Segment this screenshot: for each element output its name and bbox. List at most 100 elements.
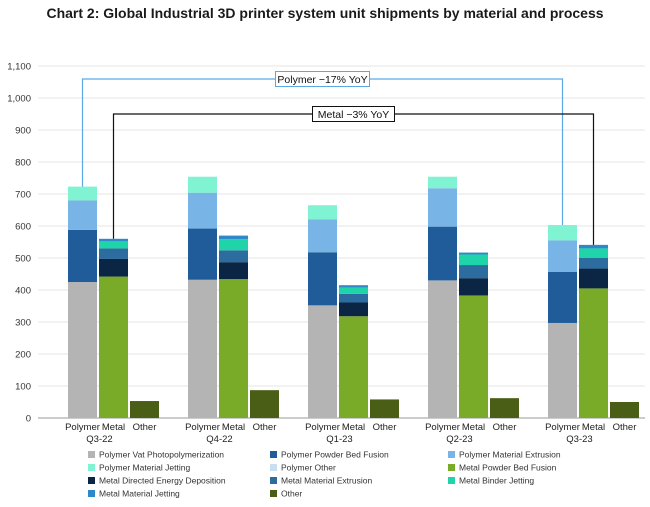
bar-label: Other	[133, 422, 157, 433]
bar-segment	[250, 390, 279, 418]
bar-label: Metal	[582, 422, 605, 433]
legend-label: Metal Powder Bed Fusion	[459, 463, 557, 473]
quarter-group	[68, 186, 159, 418]
bar-segment	[308, 219, 337, 253]
bar-segment	[339, 293, 368, 303]
bar-segment	[99, 276, 128, 418]
bar-segment	[339, 287, 368, 294]
y-tick-label: 100	[15, 382, 31, 393]
annotation-label: Metal −3% YoY	[318, 109, 390, 121]
bar-segment	[459, 252, 488, 255]
legend-item: Polymer Powder Bed Fusion	[270, 450, 389, 460]
bar-label: Polymer	[545, 422, 580, 433]
bar-segment	[339, 302, 368, 317]
bar-segment	[219, 262, 248, 280]
bar-segment	[219, 239, 248, 251]
bar-label: Polymer	[185, 422, 220, 433]
y-tick-label: 600	[15, 222, 31, 233]
legend-swatch	[88, 464, 95, 471]
y-tick-label: 0	[26, 414, 31, 425]
legend-item: Metal Binder Jetting	[448, 476, 534, 486]
bar-segment	[308, 305, 337, 418]
quarter-label: Q2-23	[446, 434, 472, 445]
quarter-label: Q1-23	[326, 434, 352, 445]
bar-label: Polymer	[425, 422, 460, 433]
y-tick-label: 800	[15, 158, 31, 169]
legend-item: Polymer Other	[270, 463, 336, 473]
bar-segment	[68, 229, 97, 282]
bar-segment	[219, 279, 248, 418]
bar-segment	[459, 278, 488, 296]
legend-item: Metal Directed Energy Deposition	[88, 476, 226, 486]
y-tick-label: 900	[15, 126, 31, 137]
y-tick-label: 700	[15, 190, 31, 201]
bar-segment	[68, 186, 97, 201]
bar-segment	[428, 280, 457, 418]
legend-swatch	[448, 477, 455, 484]
legend-label: Polymer Powder Bed Fusion	[281, 450, 389, 460]
bar-segment	[99, 248, 128, 259]
bar-segment	[130, 401, 159, 418]
legend-label: Polymer Other	[281, 463, 336, 473]
annotation-bracket	[81, 78, 564, 226]
legend-label: Polymer Material Jetting	[99, 463, 190, 473]
bar-label: Other	[613, 422, 637, 433]
legend-label: Metal Material Jetting	[99, 489, 180, 499]
legend-label: Polymer Material Extrusion	[459, 450, 561, 460]
bar-label: Polymer	[65, 422, 100, 433]
bar-segment	[68, 200, 97, 230]
legend-swatch	[88, 490, 95, 497]
bar-label: Other	[493, 422, 517, 433]
legend-item: Metal Powder Bed Fusion	[448, 463, 557, 473]
bar-segment	[308, 252, 337, 306]
y-tick-label: 500	[15, 254, 31, 265]
y-tick-label: 200	[15, 350, 31, 361]
bar-segment	[579, 288, 608, 418]
legend-item: Other	[270, 489, 302, 499]
legend-label: Metal Binder Jetting	[459, 476, 534, 486]
annotation-bracket	[112, 113, 595, 245]
bar-stacks	[68, 176, 639, 418]
bar-segment	[188, 192, 217, 229]
legend-swatch	[448, 464, 455, 471]
legend-item: Polymer Material Extrusion	[448, 450, 561, 460]
annotation-label: Polymer −17% YoY	[277, 74, 367, 86]
bar-label: Other	[373, 422, 397, 433]
bar-segment	[459, 254, 488, 266]
y-tick-label: 1,000	[7, 94, 31, 105]
legend-swatch	[270, 477, 277, 484]
legend-label: Polymer Vat Photopolymerization	[99, 450, 224, 460]
legend-swatch	[270, 464, 277, 471]
quarter-label: Q4-22	[206, 434, 232, 445]
quarter-group	[188, 176, 279, 418]
quarter-group	[428, 176, 519, 418]
bar-segment	[548, 225, 577, 241]
legend-label: Metal Directed Energy Deposition	[99, 476, 226, 486]
legend-label: Metal Material Extrusion	[281, 476, 372, 486]
bar-segment	[99, 238, 128, 242]
bar-label: Other	[253, 422, 277, 433]
bar-label: Metal	[102, 422, 125, 433]
legend-swatch	[270, 451, 277, 458]
y-tick-label: 300	[15, 318, 31, 329]
quarter-group	[308, 205, 399, 418]
bar-segment	[68, 282, 97, 418]
bar-segment	[610, 402, 639, 418]
legend-item: Metal Material Extrusion	[270, 476, 372, 486]
legend-swatch	[88, 451, 95, 458]
bar-segment	[428, 176, 457, 189]
y-tick-label: 400	[15, 286, 31, 297]
bar-segment	[579, 258, 608, 269]
legend-item: Polymer Vat Photopolymerization	[88, 450, 224, 460]
bar-segment	[490, 398, 519, 418]
quarter-label: Q3-23	[566, 434, 592, 445]
bar-segment	[308, 205, 337, 220]
annotation-box	[275, 71, 370, 87]
legend-swatch	[448, 451, 455, 458]
legend-item: Metal Material Jetting	[88, 489, 180, 499]
bar-segment	[219, 235, 248, 240]
bar-segment	[99, 241, 128, 249]
bar-segment	[370, 399, 399, 418]
y-axis: 0 100 200 300 400 500 600 700 800 900 1,000 1,100	[7, 62, 31, 425]
